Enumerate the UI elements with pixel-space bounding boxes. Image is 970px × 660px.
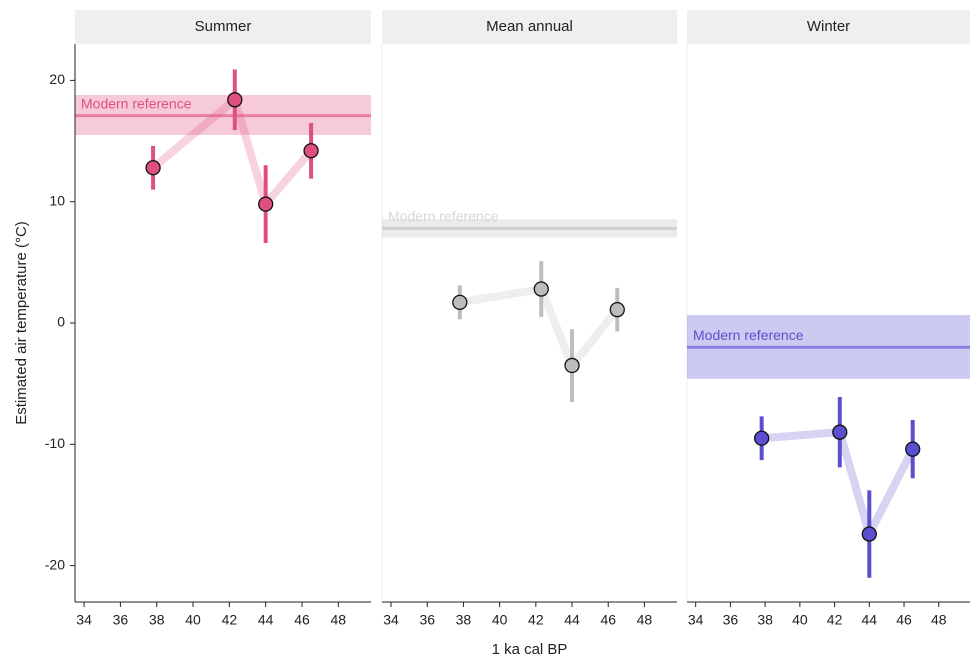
data-point — [564, 357, 580, 374]
x-tick-label: 38 — [757, 612, 773, 628]
x-axis-label: 1 ka cal BP — [492, 641, 568, 658]
trend-line — [150, 95, 315, 209]
data-point — [145, 160, 161, 176]
y-tick-label: 10 — [49, 192, 65, 208]
y-tick-label: 0 — [57, 314, 65, 330]
x-tick-label: 34 — [383, 612, 399, 628]
trend-line — [459, 285, 621, 370]
data-point — [533, 281, 549, 297]
reference-label: Modern reference — [81, 95, 192, 111]
panel-header — [687, 10, 970, 44]
x-tick-label: 46 — [896, 612, 912, 628]
data-point — [303, 143, 319, 159]
x-tick-label: 48 — [331, 612, 347, 628]
data-point — [832, 424, 848, 440]
x-tick-label: 44 — [862, 612, 878, 628]
y-tick-label: 20 — [49, 71, 65, 87]
panel-header — [75, 10, 371, 44]
x-tick-label: 34 — [688, 612, 704, 628]
reference-label: Modern reference — [388, 208, 499, 224]
x-tick-label: 48 — [637, 612, 653, 628]
x-tick-label: 42 — [222, 612, 238, 628]
x-tick-label: 36 — [113, 612, 129, 628]
data-point — [452, 294, 468, 311]
x-tick-label: 46 — [294, 612, 310, 628]
x-tick-label: 40 — [492, 612, 508, 628]
panel-title: Winter — [807, 18, 850, 35]
data-point — [905, 441, 921, 457]
x-tick-label: 34 — [76, 612, 92, 628]
panel-header — [382, 10, 677, 44]
x-tick-label: 36 — [723, 612, 739, 628]
y-tick-label: -20 — [45, 556, 65, 572]
trend-line — [761, 428, 917, 539]
x-tick-label: 38 — [456, 612, 472, 628]
reference-label: Modern reference — [693, 327, 804, 343]
x-tick-label: 40 — [185, 612, 201, 628]
y-tick-label: -10 — [45, 435, 65, 451]
data-point — [754, 430, 770, 446]
panel-title: Mean annual — [486, 18, 573, 35]
x-tick-label: 42 — [528, 612, 544, 628]
x-tick-label: 40 — [792, 612, 808, 628]
x-tick-label: 36 — [419, 612, 435, 628]
panel-title: Summer — [195, 18, 252, 35]
data-point — [258, 196, 274, 212]
x-tick-label: 46 — [600, 612, 616, 628]
data-point — [227, 92, 243, 108]
data-point — [861, 526, 877, 542]
x-tick-label: 44 — [258, 612, 274, 628]
x-tick-label: 44 — [564, 612, 580, 628]
data-point — [609, 302, 625, 318]
x-tick-label: 38 — [149, 612, 165, 628]
y-axis-label: Estimated air temperature (°C) — [13, 221, 30, 425]
x-tick-label: 48 — [931, 612, 947, 628]
x-tick-label: 42 — [827, 612, 843, 628]
